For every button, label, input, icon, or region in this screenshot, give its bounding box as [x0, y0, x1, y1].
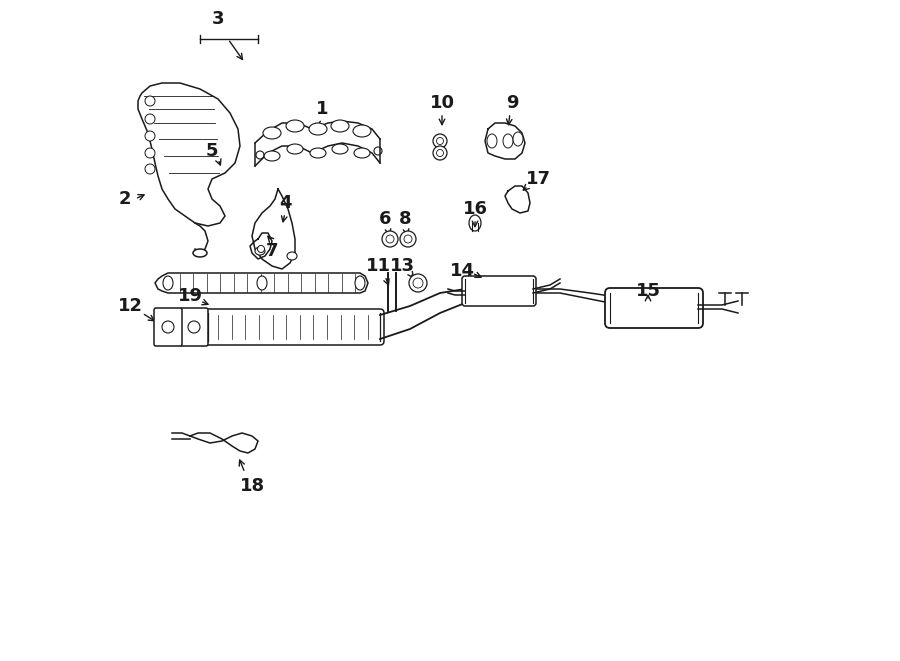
Circle shape	[382, 231, 398, 247]
Ellipse shape	[355, 276, 365, 290]
Ellipse shape	[145, 96, 155, 106]
Ellipse shape	[503, 134, 513, 148]
Ellipse shape	[287, 144, 303, 154]
Text: 6: 6	[379, 210, 392, 228]
Text: 5: 5	[206, 142, 218, 160]
FancyBboxPatch shape	[204, 309, 384, 345]
Text: 17: 17	[526, 170, 551, 188]
Ellipse shape	[487, 134, 497, 148]
Text: 8: 8	[399, 210, 411, 228]
Ellipse shape	[145, 148, 155, 158]
Circle shape	[433, 134, 447, 148]
Circle shape	[436, 149, 444, 157]
Text: 11: 11	[365, 257, 391, 275]
Polygon shape	[138, 83, 240, 226]
Ellipse shape	[193, 249, 207, 257]
Circle shape	[409, 274, 427, 292]
Circle shape	[436, 137, 444, 145]
Text: 19: 19	[177, 287, 202, 305]
Text: 2: 2	[119, 190, 131, 208]
Text: 13: 13	[390, 257, 415, 275]
Ellipse shape	[309, 123, 327, 135]
Text: 3: 3	[212, 10, 224, 28]
Polygon shape	[155, 273, 368, 293]
Ellipse shape	[513, 132, 523, 146]
Ellipse shape	[310, 148, 326, 158]
Circle shape	[433, 146, 447, 160]
Text: 10: 10	[429, 94, 454, 112]
Ellipse shape	[286, 120, 304, 132]
Ellipse shape	[264, 151, 280, 161]
Ellipse shape	[145, 114, 155, 124]
FancyBboxPatch shape	[462, 276, 536, 306]
Text: 16: 16	[463, 200, 488, 218]
Ellipse shape	[332, 144, 348, 154]
FancyBboxPatch shape	[154, 308, 182, 346]
Circle shape	[413, 278, 423, 288]
Ellipse shape	[354, 148, 370, 158]
Ellipse shape	[287, 252, 297, 260]
Text: 9: 9	[506, 94, 518, 112]
Text: 18: 18	[239, 477, 265, 495]
Text: 1: 1	[316, 100, 328, 118]
Text: 12: 12	[118, 297, 142, 315]
Ellipse shape	[469, 215, 481, 231]
FancyBboxPatch shape	[605, 288, 703, 328]
Ellipse shape	[263, 127, 281, 139]
Ellipse shape	[255, 247, 265, 255]
Circle shape	[404, 235, 412, 243]
Circle shape	[386, 235, 394, 243]
Ellipse shape	[145, 164, 155, 174]
FancyBboxPatch shape	[180, 308, 208, 346]
Ellipse shape	[353, 125, 371, 137]
Ellipse shape	[145, 131, 155, 141]
Ellipse shape	[163, 276, 173, 290]
Ellipse shape	[257, 245, 265, 253]
Text: 14: 14	[449, 262, 474, 280]
Ellipse shape	[331, 120, 349, 132]
Text: 4: 4	[279, 194, 292, 212]
Ellipse shape	[257, 276, 267, 290]
Text: 15: 15	[635, 282, 661, 300]
Circle shape	[400, 231, 416, 247]
Text: 7: 7	[266, 242, 278, 260]
